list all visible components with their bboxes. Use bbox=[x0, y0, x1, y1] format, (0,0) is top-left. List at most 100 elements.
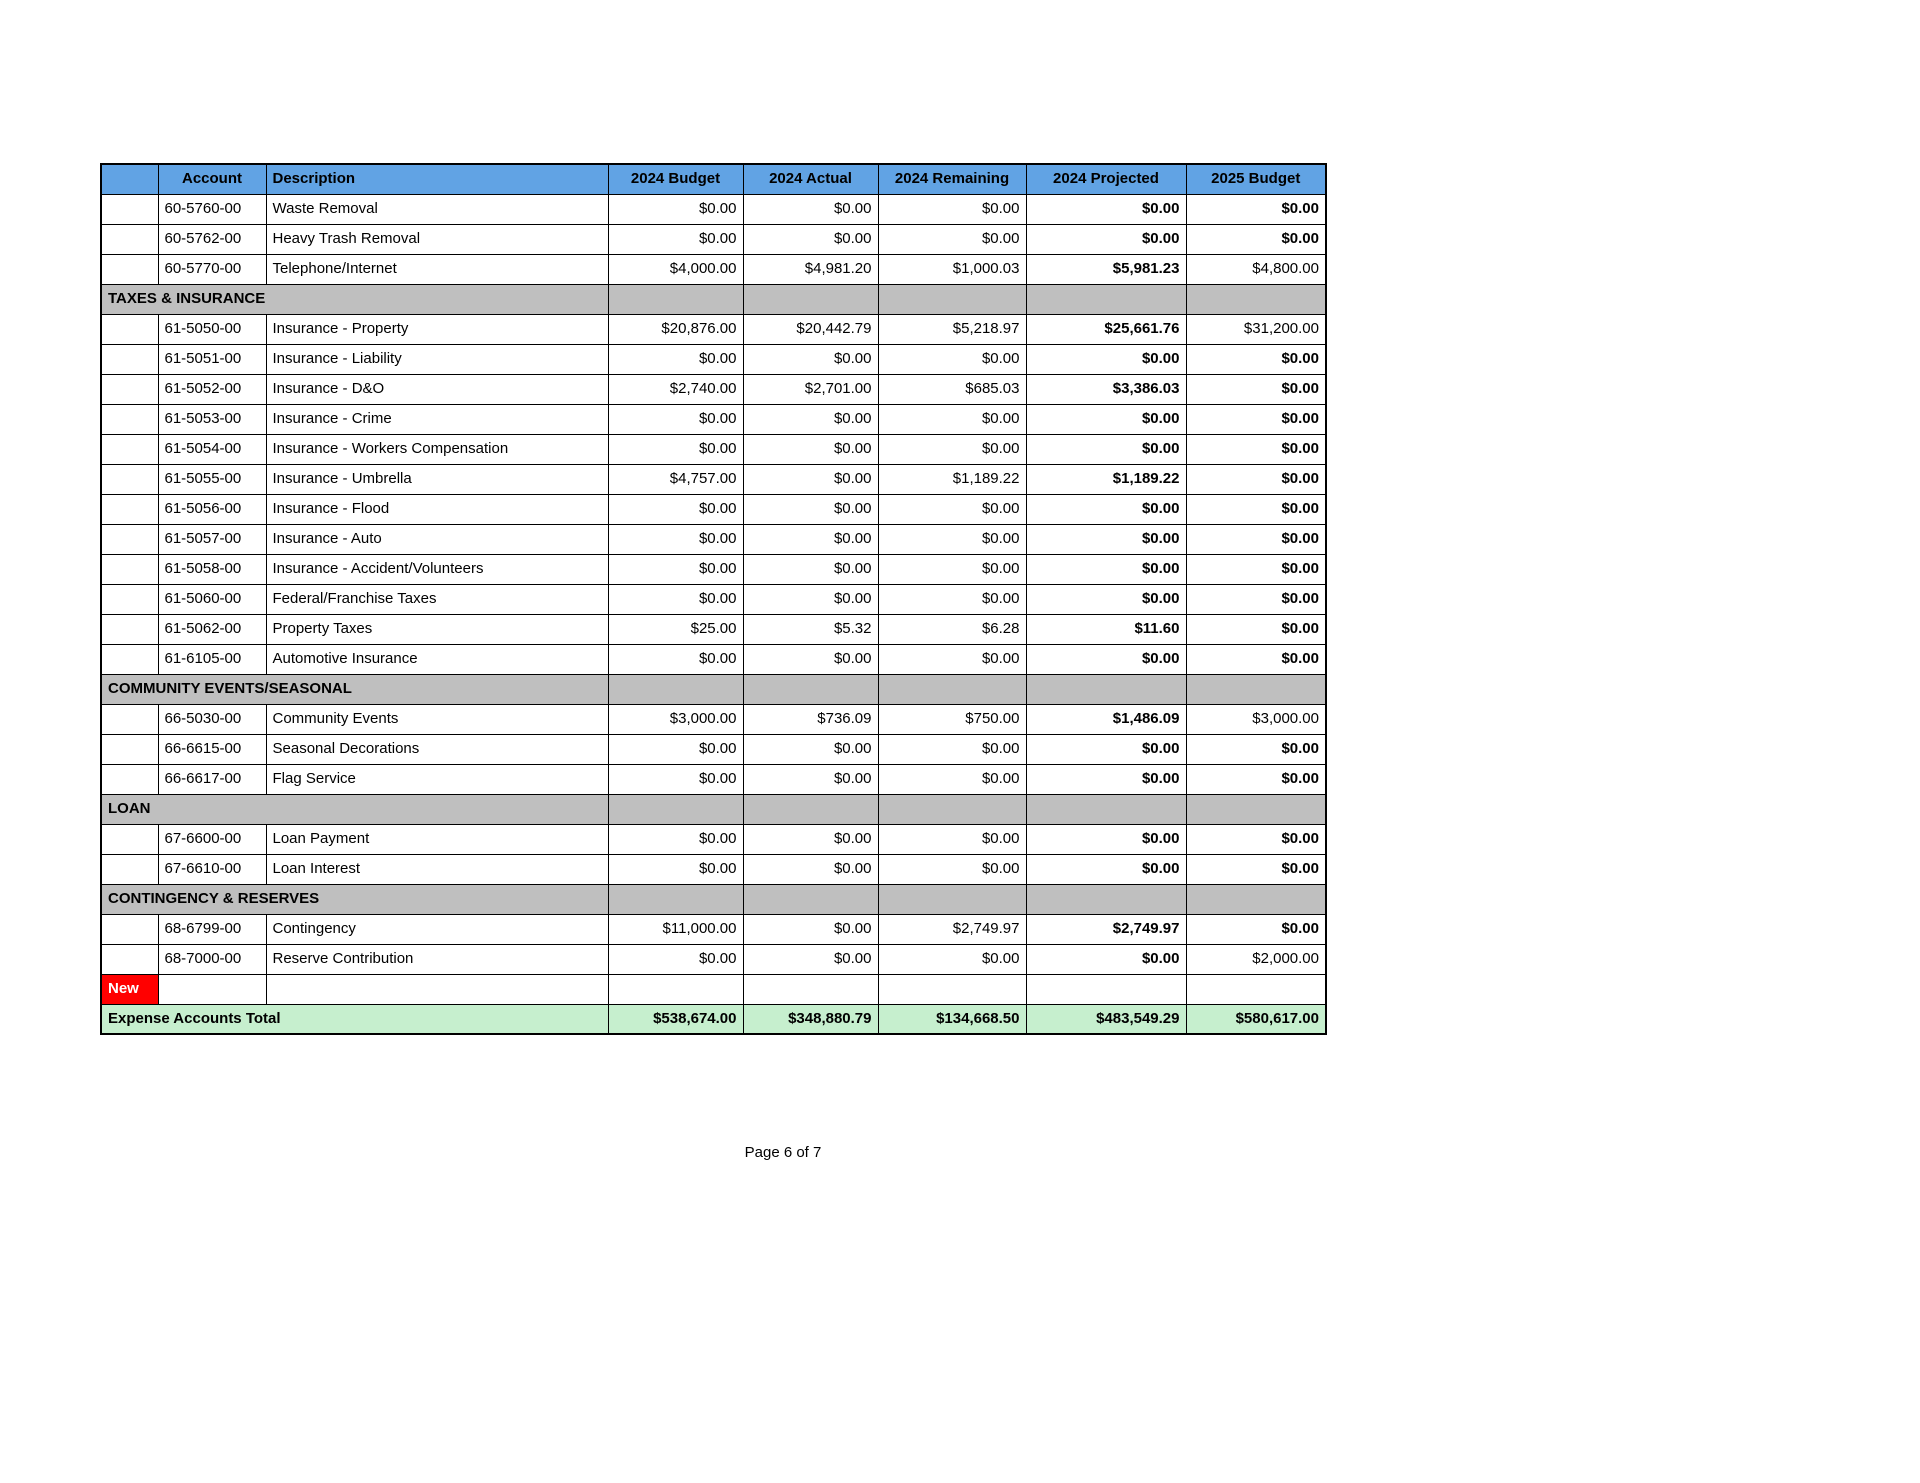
item-row: 61-5056-00 Insurance - Flood $0.00 $0.00 $0.… bbox=[100, 493, 1327, 525]
account-cell: 61-5057-00 bbox=[157, 523, 267, 555]
section-blank-cell bbox=[1185, 673, 1327, 705]
value-cell-budget2024: $0.00 bbox=[607, 343, 744, 375]
value-cell-actual2024: $0.00 bbox=[742, 493, 879, 525]
flag-cell bbox=[100, 493, 159, 525]
value-cell-budget2025: $2,000.00 bbox=[1185, 943, 1327, 975]
account-cell: 61-5051-00 bbox=[157, 343, 267, 375]
budget-table-body: 60-5760-00 Waste Removal $0.00 $0.00 $0.00 $0… bbox=[100, 193, 1327, 1035]
value-cell-remaining2024: $0.00 bbox=[877, 763, 1027, 795]
item-row: 61-5050-00 Insurance - Property $20,876.00… bbox=[100, 313, 1327, 345]
value-cell-budget2025: $0.00 bbox=[1185, 853, 1327, 885]
description-cell: Telephone/Internet bbox=[265, 253, 609, 285]
value-cell-actual2024: $5.32 bbox=[742, 613, 879, 645]
account-cell bbox=[157, 973, 267, 1005]
blank-value-cell bbox=[877, 973, 1027, 1005]
value-cell-projected2024: $0.00 bbox=[1025, 433, 1187, 465]
description-cell: Insurance - Liability bbox=[265, 343, 609, 375]
description-cell: Contingency bbox=[265, 913, 609, 945]
value-cell-budget2024: $0.00 bbox=[607, 403, 744, 435]
section-row: LOAN bbox=[100, 793, 1327, 825]
value-cell-budget2024: $0.00 bbox=[607, 493, 744, 525]
value-cell-actual2024: $736.09 bbox=[742, 703, 879, 735]
item-row: 66-6615-00 Seasonal Decorations $0.00 $0.00… bbox=[100, 733, 1327, 765]
account-cell: 68-7000-00 bbox=[157, 943, 267, 975]
flag-cell bbox=[100, 523, 159, 555]
value-cell-budget2025: $0.00 bbox=[1185, 433, 1327, 465]
flag-cell bbox=[100, 943, 159, 975]
description-cell: Waste Removal bbox=[265, 193, 609, 225]
value-cell-projected2024: $0.00 bbox=[1025, 403, 1187, 435]
value-cell-budget2024: $25.00 bbox=[607, 613, 744, 645]
flag-cell bbox=[100, 313, 159, 345]
value-cell-actual2024: $0.00 bbox=[742, 733, 879, 765]
description-cell: Insurance - Accident/Volunteers bbox=[265, 553, 609, 585]
section-row: COMMUNITY EVENTS/SEASONAL bbox=[100, 673, 1327, 705]
column-header-budget2024: 2024 Budget bbox=[607, 163, 744, 195]
value-cell-remaining2024: $750.00 bbox=[877, 703, 1027, 735]
item-row: 61-5054-00 Insurance - Workers Compensati… bbox=[100, 433, 1327, 465]
value-cell-budget2025: $0.00 bbox=[1185, 733, 1327, 765]
value-cell-actual2024: $0.00 bbox=[742, 463, 879, 495]
flag-cell bbox=[100, 613, 159, 645]
item-row: 61-5058-00 Insurance - Accident/Volunteer… bbox=[100, 553, 1327, 585]
value-cell-budget2025: $0.00 bbox=[1185, 583, 1327, 615]
value-cell-budget2025: $0.00 bbox=[1185, 913, 1327, 945]
item-row: 66-6617-00 Flag Service $0.00 $0.00 $0.00 $0.… bbox=[100, 763, 1327, 795]
value-cell-budget2025: $0.00 bbox=[1185, 523, 1327, 555]
account-cell: 67-6610-00 bbox=[157, 853, 267, 885]
section-row: CONTINGENCY & RESERVES bbox=[100, 883, 1327, 915]
section-blank-cell bbox=[742, 673, 879, 705]
section-blank-cell bbox=[742, 283, 879, 315]
section-blank-cell bbox=[607, 793, 744, 825]
total-value-cell-remaining2024: $134,668.50 bbox=[877, 1003, 1027, 1035]
value-cell-budget2025: $0.00 bbox=[1185, 823, 1327, 855]
flag-cell bbox=[100, 583, 159, 615]
flag-cell bbox=[100, 223, 159, 255]
flag-cell bbox=[100, 703, 159, 735]
item-row: 61-5052-00 Insurance - D&O $2,740.00 $2,701… bbox=[100, 373, 1327, 405]
flag-cell bbox=[100, 763, 159, 795]
description-cell: Insurance - Workers Compensation bbox=[265, 433, 609, 465]
column-header-projected2024: 2024 Projected bbox=[1025, 163, 1187, 195]
value-cell-remaining2024: $2,749.97 bbox=[877, 913, 1027, 945]
value-cell-actual2024: $0.00 bbox=[742, 433, 879, 465]
description-cell: Loan Interest bbox=[265, 853, 609, 885]
account-cell: 67-6600-00 bbox=[157, 823, 267, 855]
value-cell-projected2024: $0.00 bbox=[1025, 553, 1187, 585]
total-value-cell-projected2024: $483,549.29 bbox=[1025, 1003, 1187, 1035]
total-value-cell-budget2024: $538,674.00 bbox=[607, 1003, 744, 1035]
value-cell-projected2024: $0.00 bbox=[1025, 193, 1187, 225]
value-cell-budget2024: $0.00 bbox=[607, 853, 744, 885]
column-header-description: Description bbox=[265, 163, 609, 195]
flag-cell bbox=[100, 433, 159, 465]
value-cell-projected2024: $0.00 bbox=[1025, 943, 1187, 975]
blank-value-cell bbox=[1185, 973, 1327, 1005]
value-cell-budget2024: $0.00 bbox=[607, 943, 744, 975]
section-label-cell: TAXES & INSURANCE bbox=[100, 283, 609, 315]
value-cell-remaining2024: $685.03 bbox=[877, 373, 1027, 405]
item-row: 61-5051-00 Insurance - Liability $0.00 $0.0… bbox=[100, 343, 1327, 375]
value-cell-projected2024: $0.00 bbox=[1025, 493, 1187, 525]
account-cell: 61-5056-00 bbox=[157, 493, 267, 525]
account-cell: 61-5054-00 bbox=[157, 433, 267, 465]
flag-cell bbox=[100, 193, 159, 225]
total-label-cell: Expense Accounts Total bbox=[100, 1003, 609, 1035]
value-cell-projected2024: $1,189.22 bbox=[1025, 463, 1187, 495]
value-cell-actual2024: $0.00 bbox=[742, 553, 879, 585]
total-row: Expense Accounts Total $538,674.00 $348,88… bbox=[100, 1003, 1327, 1035]
account-cell: 66-6615-00 bbox=[157, 733, 267, 765]
item-row: 61-5062-00 Property Taxes $25.00 $5.32 $6.28… bbox=[100, 613, 1327, 645]
account-cell: 60-5760-00 bbox=[157, 193, 267, 225]
flag-cell bbox=[100, 373, 159, 405]
value-cell-budget2024: $0.00 bbox=[607, 523, 744, 555]
value-cell-remaining2024: $0.00 bbox=[877, 583, 1027, 615]
blank-value-cell bbox=[1025, 973, 1187, 1005]
value-cell-actual2024: $0.00 bbox=[742, 913, 879, 945]
item-row: 61-5053-00 Insurance - Crime $0.00 $0.00 $0.… bbox=[100, 403, 1327, 435]
section-blank-cell bbox=[1025, 883, 1187, 915]
column-header-actual2024: 2024 Actual bbox=[742, 163, 879, 195]
description-cell: Flag Service bbox=[265, 763, 609, 795]
value-cell-budget2025: $0.00 bbox=[1185, 463, 1327, 495]
section-blank-cell bbox=[877, 793, 1027, 825]
description-cell: Heavy Trash Removal bbox=[265, 223, 609, 255]
